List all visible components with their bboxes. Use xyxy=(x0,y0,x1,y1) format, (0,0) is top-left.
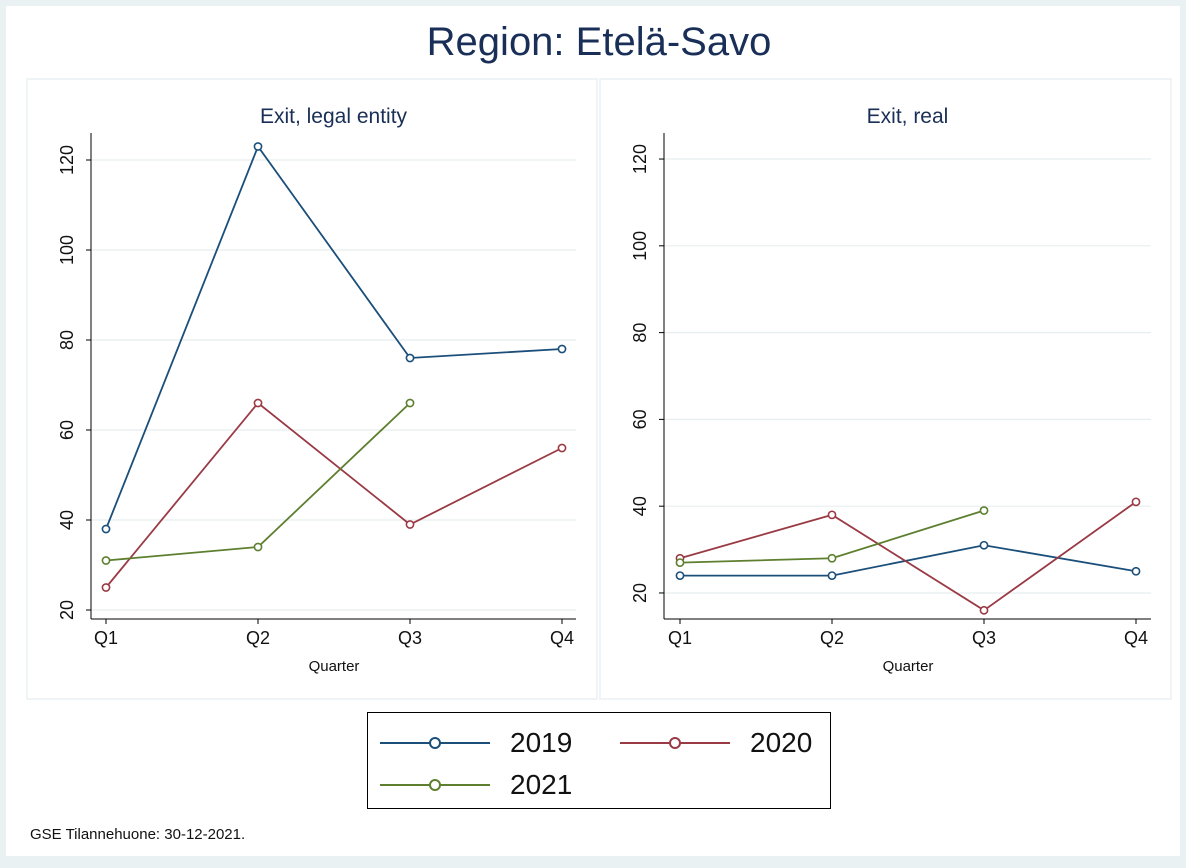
ytick-label-100: 100 xyxy=(630,231,650,261)
point-2019-Q1 xyxy=(675,571,685,581)
point-2019-Q4 xyxy=(1131,566,1141,576)
panel-background xyxy=(599,78,1172,700)
ytick-label-40: 40 xyxy=(57,510,77,530)
ytick-label-120: 120 xyxy=(57,145,77,175)
series-line-2020 xyxy=(679,501,1137,612)
panel-title: Exit, real xyxy=(867,105,949,128)
ytick-label-60: 60 xyxy=(57,420,77,440)
point-2021-Q3 xyxy=(979,506,989,515)
ytick-label-40: 40 xyxy=(630,496,650,516)
point-2021-Q2 xyxy=(827,553,837,563)
xtick-label-Q4: Q4 xyxy=(550,628,574,648)
point-2020-Q4 xyxy=(557,443,567,453)
point-2019-Q1 xyxy=(101,524,111,534)
legend-item-2020: 2020 xyxy=(620,727,830,758)
legend-marker-2020 xyxy=(669,737,681,749)
panel-title: Exit, legal entity xyxy=(260,105,408,128)
xtick-label-Q3: Q3 xyxy=(972,628,996,648)
point-2021-Q1 xyxy=(675,558,685,567)
main-title: Region: Etelä-Savo xyxy=(426,20,772,64)
point-2020-Q2 xyxy=(253,398,263,408)
x-axis-label: Quarter xyxy=(309,658,360,675)
xtick-label-Q2: Q2 xyxy=(246,628,270,648)
point-2019-Q4 xyxy=(557,344,567,354)
ytick-label-100: 100 xyxy=(57,235,77,265)
xtick-label-Q1: Q1 xyxy=(94,628,118,648)
legend-item-2019: 2019 xyxy=(380,727,600,758)
x-axis-label: Quarter xyxy=(883,658,934,675)
point-2019-Q3 xyxy=(979,540,989,550)
xtick-label-Q2: Q2 xyxy=(820,628,844,648)
point-2020-Q3 xyxy=(405,520,415,529)
point-2021-Q1 xyxy=(101,556,111,565)
series-line-2019 xyxy=(105,144,563,530)
point-2020-Q3 xyxy=(979,605,989,615)
chart-panel-1: Exit, legal entity 20 40 60 80 100 120 Q1 Q2 Q3 Q4… xyxy=(26,78,598,700)
ytick-label-60: 60 xyxy=(630,409,650,429)
charts-canvas: Exit, legal entity 20 40 60 80 100 120 Q1 Q2 Q3 Q4… xyxy=(26,78,1172,700)
point-2019-Q3 xyxy=(405,353,415,363)
point-2019-Q2 xyxy=(253,142,263,151)
xtick-label-Q3: Q3 xyxy=(398,628,422,648)
point-2020-Q1 xyxy=(101,583,111,592)
legend-marker-2019 xyxy=(429,737,441,749)
ytick-label-120: 120 xyxy=(630,144,650,174)
point-2020-Q2 xyxy=(827,510,837,520)
legend-label-2021: 2021 xyxy=(510,769,573,800)
ytick-label-80: 80 xyxy=(630,323,650,343)
series-line-2020 xyxy=(105,401,563,589)
ytick-label-20: 20 xyxy=(57,600,77,620)
legend-label-2020: 2020 xyxy=(750,727,813,758)
legend: 2019 2020 2021 xyxy=(367,712,831,809)
xtick-label-Q1: Q1 xyxy=(668,628,692,648)
ytick-label-80: 80 xyxy=(57,330,77,350)
legend-marker-2021 xyxy=(429,779,441,791)
series-line-2019 xyxy=(680,544,1137,577)
point-2021-Q3 xyxy=(405,398,415,408)
chart-panel-2: Exit, real 20 40 60 80 100 120 Q1 Q2 Q3 Q4 Quarter xyxy=(599,78,1172,700)
point-2019-Q2 xyxy=(827,571,837,581)
ytick-label-20: 20 xyxy=(630,583,650,603)
panel-background xyxy=(26,78,598,700)
footnote: GSE Tilannehuone: 30-12-2021. xyxy=(30,826,246,843)
xtick-label-Q4: Q4 xyxy=(1124,628,1148,648)
point-2021-Q2 xyxy=(253,542,263,552)
legend-label-2019: 2019 xyxy=(510,727,573,758)
legend-item-2021: 2021 xyxy=(380,769,600,800)
point-2020-Q4 xyxy=(1131,497,1141,507)
